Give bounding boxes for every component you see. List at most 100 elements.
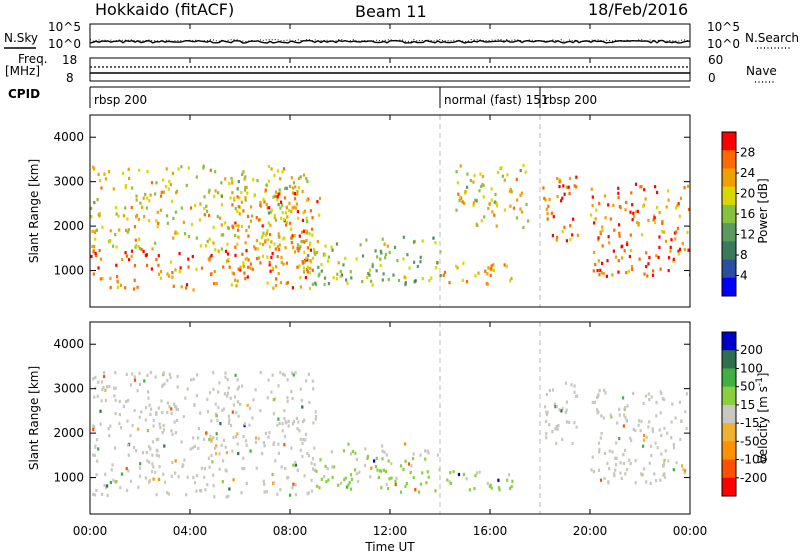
power-colorbar-tick-label: 8 [740, 248, 748, 262]
power-cell [135, 213, 138, 217]
velocity-cell [151, 462, 154, 466]
velocity-cell [683, 470, 686, 475]
power-cell [371, 262, 374, 266]
power-cell [593, 250, 596, 254]
power-cell [490, 198, 493, 202]
power-cell [234, 234, 237, 238]
power-cell [309, 248, 312, 252]
power-cell [247, 214, 250, 218]
power-cell [101, 225, 104, 229]
power-cell [155, 257, 158, 262]
velocity-cell [597, 468, 601, 472]
power-cell [273, 173, 276, 177]
velocity-cell [161, 431, 164, 435]
power-cell [330, 245, 333, 249]
power-cell [607, 203, 610, 207]
velocity-cell [125, 467, 128, 471]
velocity-cell [554, 405, 557, 409]
velocity-cell [622, 424, 625, 428]
velocity-cell [92, 424, 95, 428]
velocity-cell [643, 467, 646, 471]
power-cell [648, 256, 651, 260]
velocity-cell [158, 465, 161, 469]
power-cell [462, 261, 465, 265]
velocity-cell [313, 468, 316, 472]
power-cell [629, 210, 632, 214]
power-cell [187, 166, 190, 170]
velocity-cell [224, 468, 227, 472]
velocity-cell [95, 473, 98, 477]
velocity-colorbar-swatch [722, 441, 736, 461]
velocity-cell [497, 486, 500, 490]
power-cell [115, 263, 118, 267]
power-cell [133, 225, 137, 229]
power-cell [222, 265, 225, 269]
velocity-cell [166, 410, 169, 415]
power-cell [232, 272, 235, 276]
velocity-cell [92, 377, 95, 381]
power-cell [185, 286, 188, 290]
power-cell [301, 230, 304, 234]
power-cell [600, 271, 603, 275]
velocity-cell [305, 379, 308, 383]
velocity-cell [262, 441, 265, 445]
power-cell [217, 191, 220, 195]
velocity-cell [192, 436, 195, 440]
velocity-cell [251, 416, 254, 420]
velocity-cell [331, 465, 334, 469]
velocity-cell [176, 375, 179, 379]
power-cell [91, 244, 94, 248]
velocity-cell [427, 451, 430, 455]
velocity-cell [658, 428, 661, 432]
velocity-cell [232, 435, 235, 439]
power-cell [374, 249, 377, 253]
power-cell [301, 189, 304, 193]
power-cell [605, 274, 608, 278]
velocity-cell [565, 420, 568, 424]
power-cell [439, 274, 442, 278]
power-cell [311, 216, 314, 220]
power-cell [392, 273, 395, 277]
freq-unit: [MHz] [5, 64, 40, 78]
velocity-cell [663, 475, 666, 479]
power-cell [550, 211, 553, 215]
date-title: 18/Feb/2016 [588, 0, 688, 19]
velocity-cell [148, 445, 151, 449]
velocity-cell [623, 448, 627, 452]
power-ylabel: Slant Range [km] [27, 159, 41, 263]
power-cell [125, 254, 129, 258]
power-cell [274, 194, 277, 198]
power-cell [261, 254, 264, 258]
power-cell [109, 229, 112, 233]
velocity-cell [545, 410, 548, 414]
power-cell [245, 256, 248, 260]
power-cell [130, 249, 134, 253]
power-cell [591, 203, 594, 208]
power-cell [187, 265, 190, 269]
power-cell [599, 230, 602, 234]
power-cell [546, 217, 549, 221]
velocity-cell [155, 438, 158, 442]
velocity-cell [639, 429, 642, 433]
velocity-cell [347, 442, 350, 446]
power-cell [634, 182, 638, 186]
velocity-cell [169, 375, 172, 379]
velocity-cell [682, 467, 685, 471]
power-cell [222, 233, 225, 237]
velocity-cell [381, 457, 384, 461]
power-cell [617, 186, 620, 190]
power-cell [241, 252, 244, 256]
power-cell [272, 195, 275, 199]
velocity-cell [95, 438, 99, 442]
power-cell [97, 266, 100, 270]
power-cell [150, 181, 154, 185]
power-cell [567, 185, 570, 189]
power-cell [247, 225, 250, 229]
power-cell [318, 196, 322, 200]
power-cell [306, 231, 309, 235]
velocity-cell [561, 407, 564, 411]
velocity-cell [370, 466, 373, 470]
velocity-cell [565, 408, 568, 412]
power-cell [316, 251, 319, 255]
velocity-cell [173, 420, 176, 424]
